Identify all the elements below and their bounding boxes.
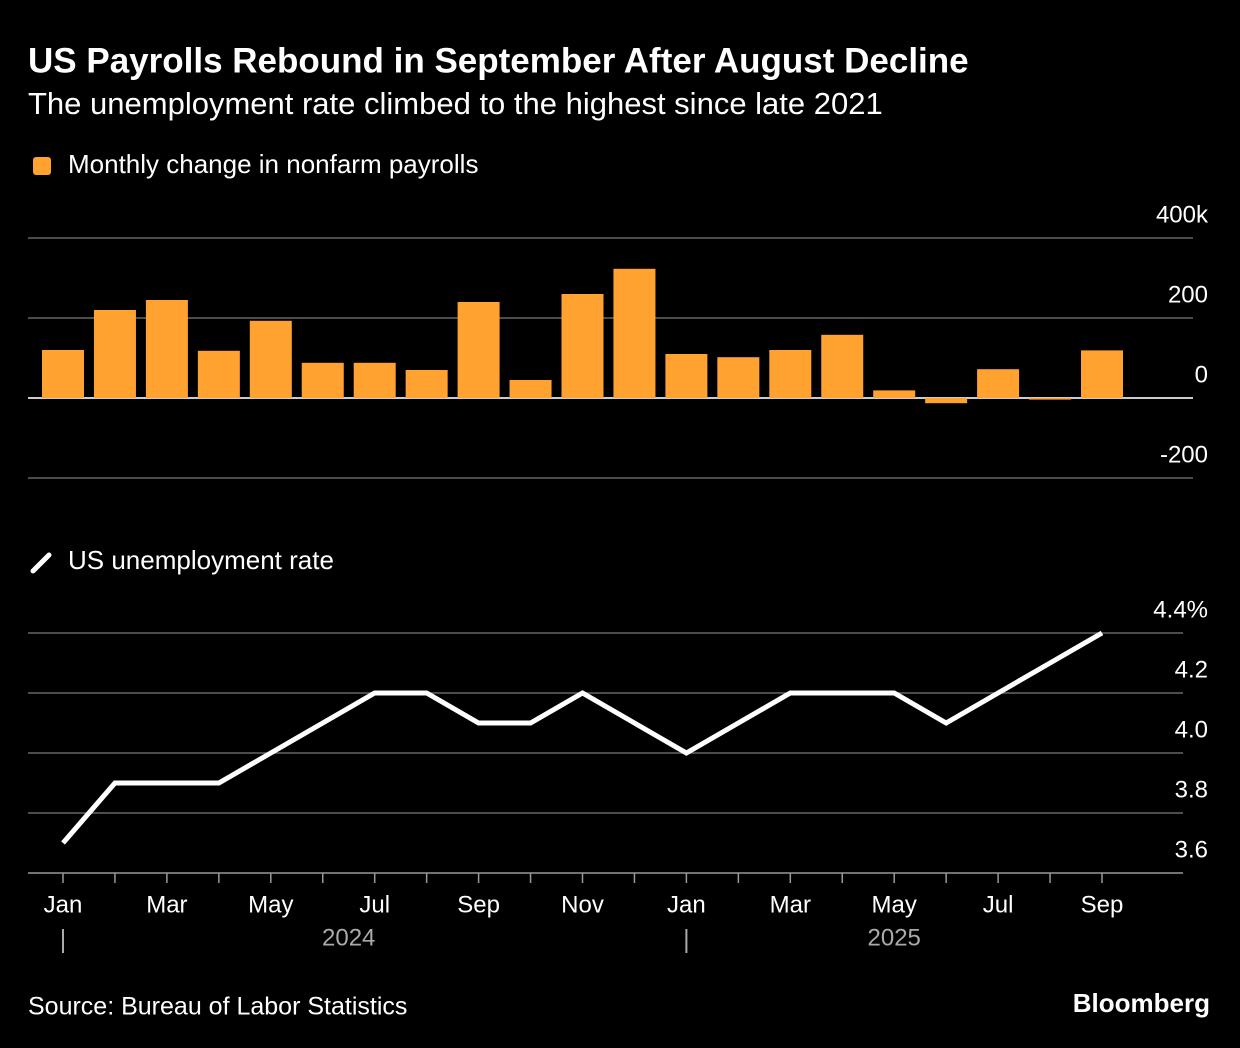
brand: Bloomberg xyxy=(1073,988,1210,1018)
y-tick-label: 400k xyxy=(1156,201,1209,228)
x-tick-label: Mar xyxy=(770,891,811,918)
bar xyxy=(821,334,864,398)
y-tick-label: -200 xyxy=(1160,441,1208,468)
legend-label: US unemployment rate xyxy=(68,545,334,575)
chart-subtitle: The unemployment rate climbed to the hig… xyxy=(28,86,883,121)
x-tick-label: Jul xyxy=(359,891,390,918)
x-tick-label: Mar xyxy=(146,891,187,918)
y-tick-label: 4.0 xyxy=(1175,716,1208,743)
bar xyxy=(93,310,136,398)
bar xyxy=(561,294,604,398)
bar xyxy=(457,302,500,398)
bar xyxy=(353,362,396,398)
y-tick-label: 4.4% xyxy=(1153,596,1208,623)
group-label: 2024 xyxy=(322,924,375,951)
y-tick-label: 3.6 xyxy=(1175,836,1208,863)
bar xyxy=(301,362,344,398)
bar xyxy=(665,354,708,398)
bar xyxy=(1081,350,1123,398)
bar xyxy=(1029,398,1072,400)
y-tick-label: 0 xyxy=(1195,361,1208,388)
bar xyxy=(509,380,552,398)
x-tick-label: Jan xyxy=(667,891,706,918)
x-tick-label: May xyxy=(872,891,917,918)
legend-swatch xyxy=(30,552,52,574)
line xyxy=(61,630,1104,845)
y-tick-label: 3.8 xyxy=(1175,776,1208,803)
x-tick-label: Sep xyxy=(1081,891,1124,918)
x-tick-label: May xyxy=(248,891,293,918)
bar xyxy=(873,390,916,398)
x-tick-label: Nov xyxy=(561,891,604,918)
bar xyxy=(42,350,84,398)
bar xyxy=(405,370,448,398)
bar xyxy=(249,320,292,398)
legend-label: Monthly change in nonfarm payrolls xyxy=(68,149,478,179)
bar xyxy=(717,357,760,398)
y-tick-label: 200 xyxy=(1168,281,1208,308)
x-tick-label: Jul xyxy=(983,891,1014,918)
bar xyxy=(145,300,188,398)
bar xyxy=(197,350,240,398)
legend-swatch xyxy=(33,157,51,175)
bar xyxy=(769,350,812,398)
bar xyxy=(613,268,656,398)
bar xyxy=(977,369,1020,398)
source: Source: Bureau of Labor Statistics xyxy=(28,993,407,1021)
bar xyxy=(925,398,968,404)
chart-title: US Payrolls Rebound in September After A… xyxy=(28,41,969,80)
x-tick-label: Sep xyxy=(457,891,500,918)
group-label: 2025 xyxy=(868,924,921,951)
y-tick-label: 4.2 xyxy=(1175,656,1208,683)
x-tick-label: Jan xyxy=(44,891,83,918)
